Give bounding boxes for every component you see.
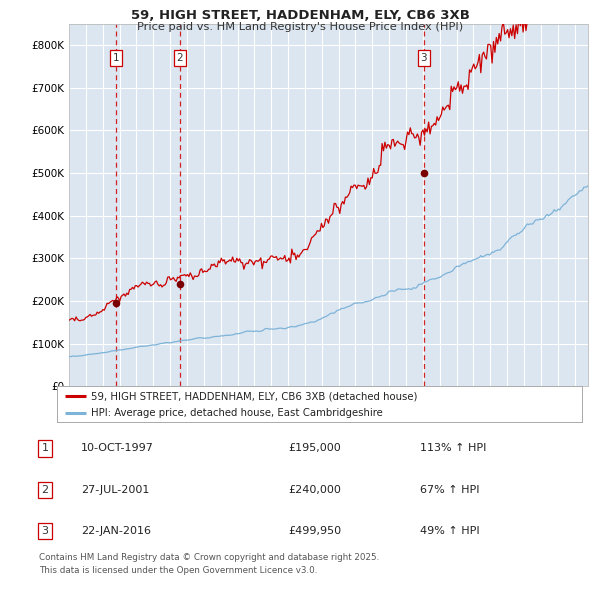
Text: 59, HIGH STREET, HADDENHAM, ELY, CB6 3XB: 59, HIGH STREET, HADDENHAM, ELY, CB6 3XB — [131, 9, 469, 22]
Text: Contains HM Land Registry data © Crown copyright and database right 2025.
This d: Contains HM Land Registry data © Crown c… — [39, 553, 379, 575]
Text: 113% ↑ HPI: 113% ↑ HPI — [420, 444, 487, 453]
Text: 2: 2 — [176, 53, 183, 63]
Text: 10-OCT-1997: 10-OCT-1997 — [81, 444, 154, 453]
Text: 1: 1 — [112, 53, 119, 63]
Text: Price paid vs. HM Land Registry's House Price Index (HPI): Price paid vs. HM Land Registry's House … — [137, 22, 463, 32]
Text: 1: 1 — [41, 444, 49, 453]
Text: 3: 3 — [421, 53, 427, 63]
Text: £240,000: £240,000 — [288, 485, 341, 494]
Text: £499,950: £499,950 — [288, 526, 341, 536]
Text: 3: 3 — [41, 526, 49, 536]
Text: 59, HIGH STREET, HADDENHAM, ELY, CB6 3XB (detached house): 59, HIGH STREET, HADDENHAM, ELY, CB6 3XB… — [91, 391, 418, 401]
Text: £195,000: £195,000 — [288, 444, 341, 453]
Text: 67% ↑ HPI: 67% ↑ HPI — [420, 485, 479, 494]
Text: HPI: Average price, detached house, East Cambridgeshire: HPI: Average price, detached house, East… — [91, 408, 383, 418]
Text: 2: 2 — [41, 485, 49, 494]
Text: 49% ↑ HPI: 49% ↑ HPI — [420, 526, 479, 536]
Text: 22-JAN-2016: 22-JAN-2016 — [81, 526, 151, 536]
Text: 27-JUL-2001: 27-JUL-2001 — [81, 485, 149, 494]
